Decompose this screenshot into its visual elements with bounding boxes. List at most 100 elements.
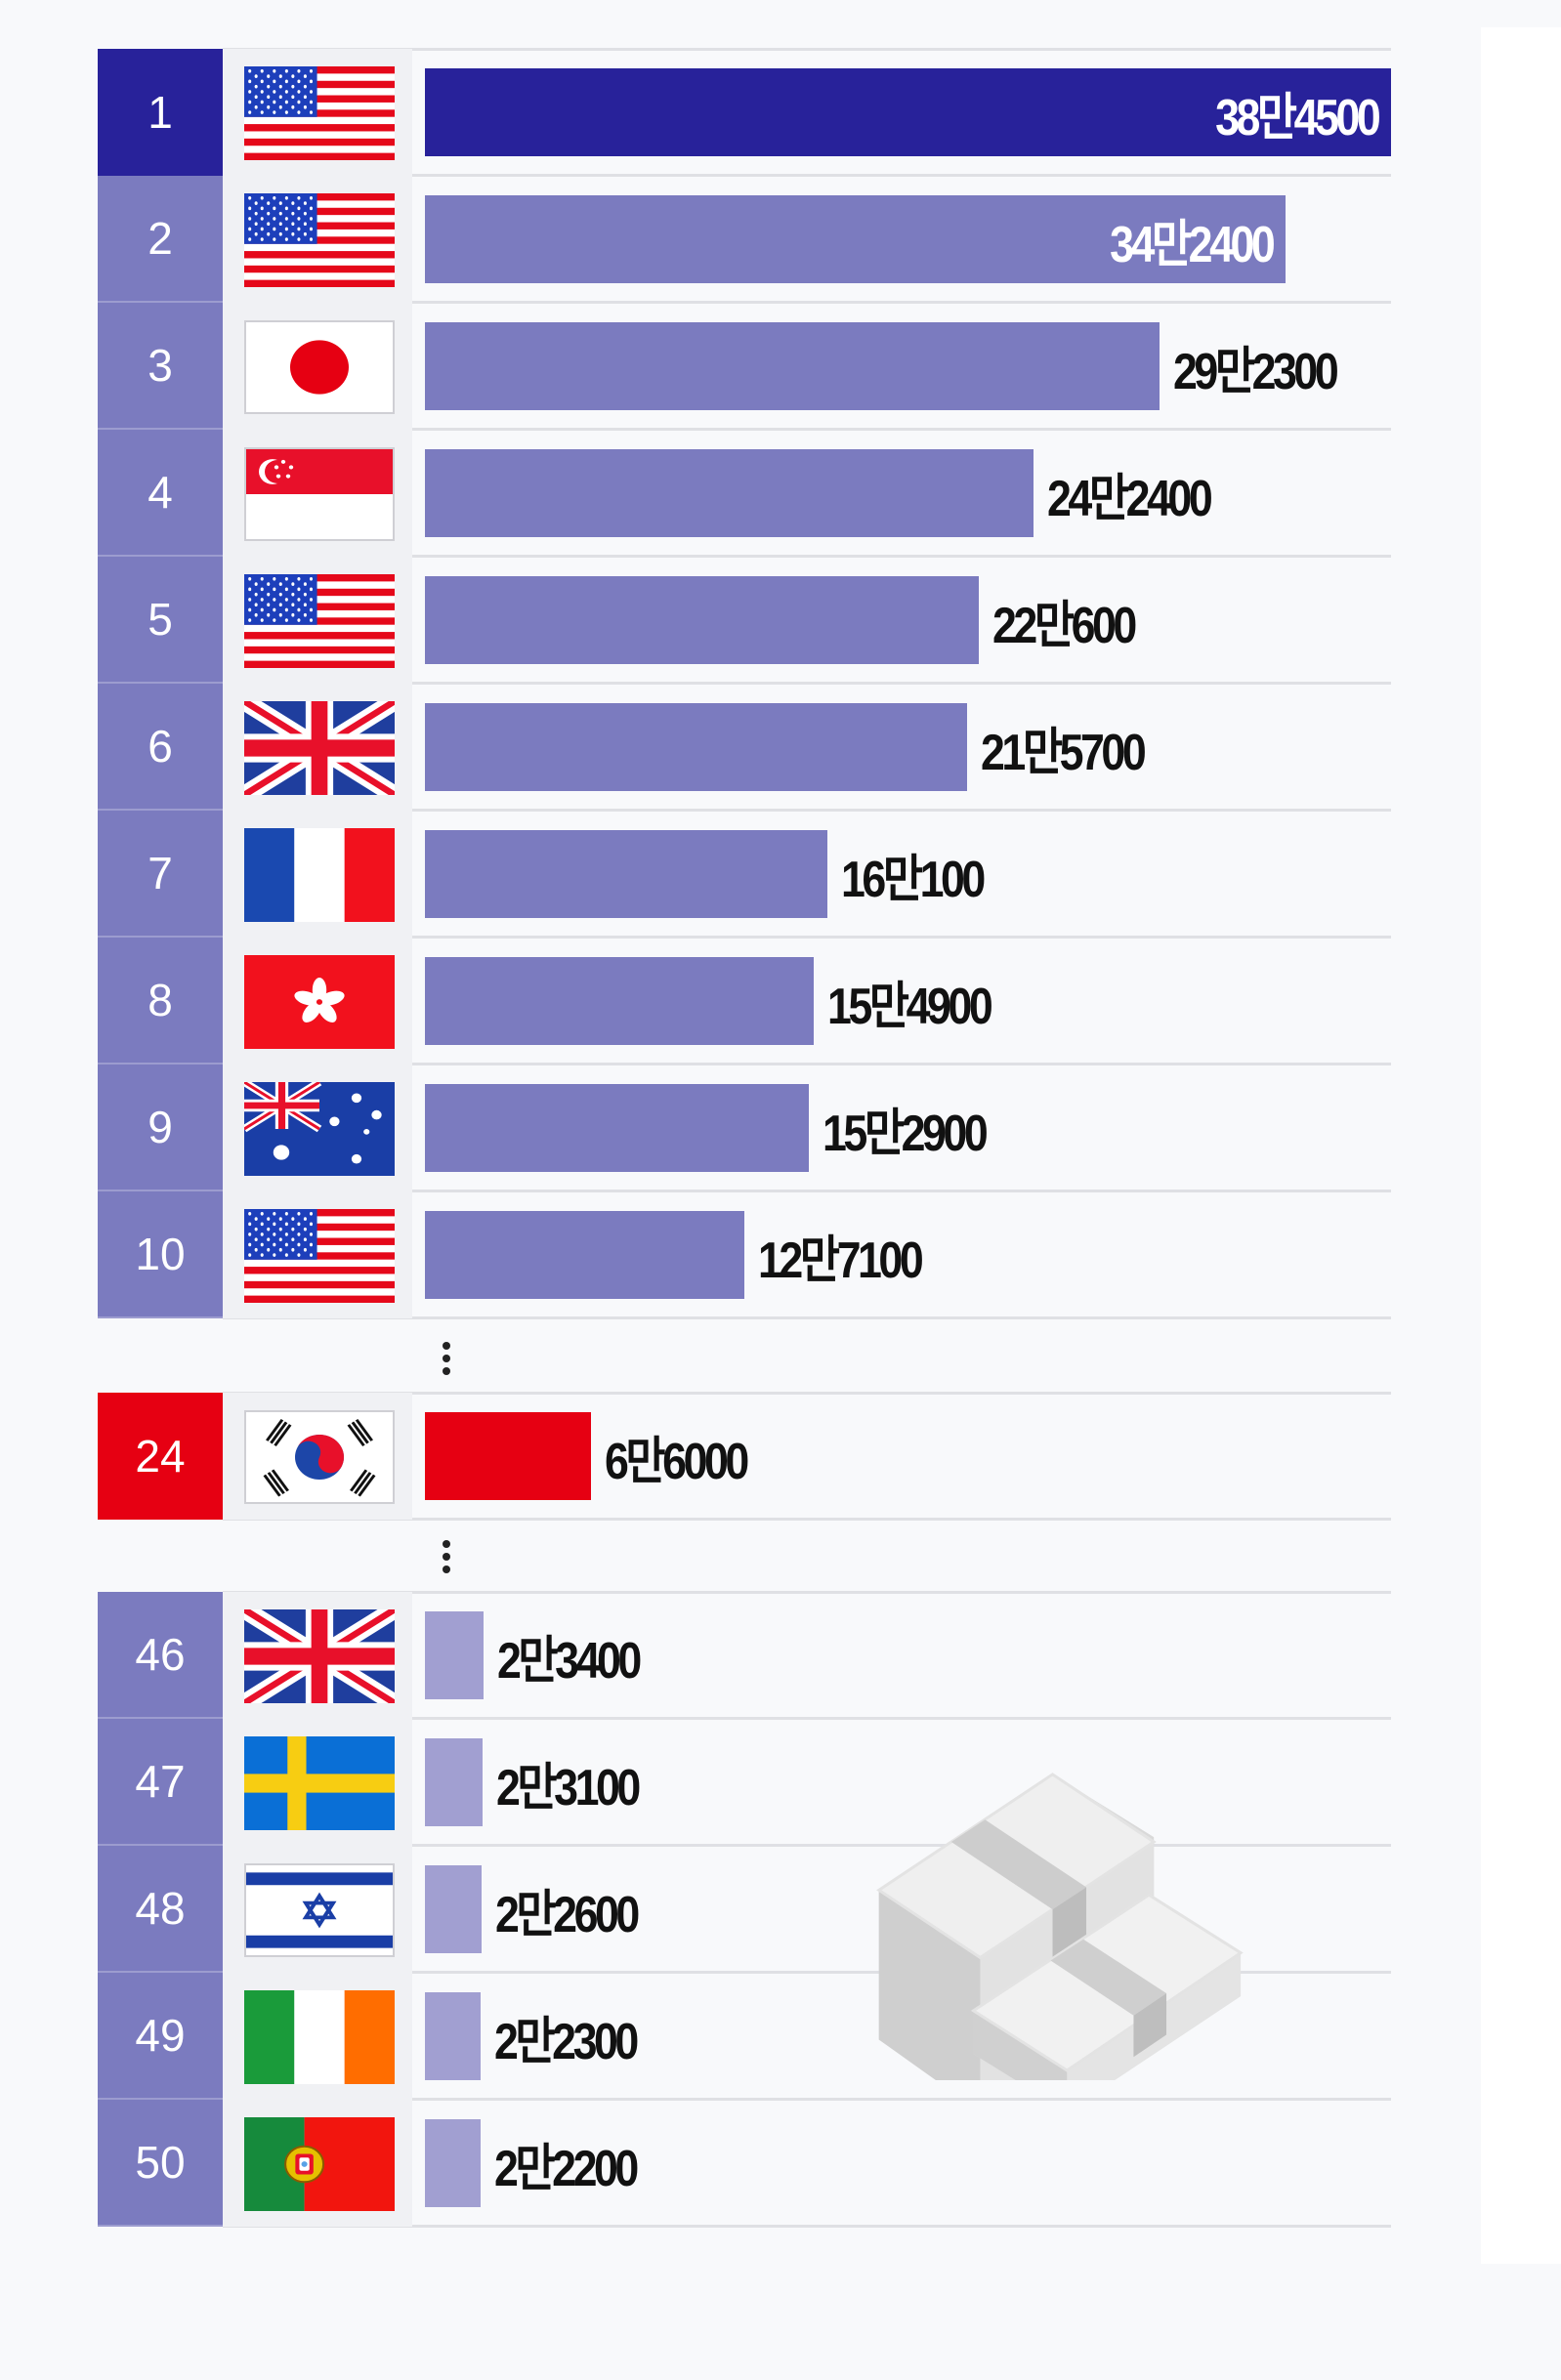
rank-badge: 50 <box>98 2100 223 2227</box>
value-label: 2만2600 <box>495 1886 640 1943</box>
value-bar <box>425 322 1160 410</box>
side-panel <box>1481 27 1561 2264</box>
row-divider <box>223 2098 1391 2101</box>
row-divider <box>223 555 1391 558</box>
chart-row: 24 6만6000 <box>98 1392 1391 1521</box>
flag-cell <box>223 1719 412 1846</box>
usa-flag-icon <box>244 574 395 668</box>
uk-flag-icon <box>244 701 395 795</box>
row-divider <box>223 174 1391 177</box>
row-divider <box>223 48 1391 51</box>
row-divider <box>223 682 1391 685</box>
flag-cell <box>223 1592 412 1719</box>
sweden-flag-icon <box>244 1736 395 1830</box>
rank-badge: 10 <box>98 1191 223 1318</box>
rank-badge: 48 <box>98 1846 223 1973</box>
money-stack-icon <box>876 1773 1244 2080</box>
chart-row: 49 2만2300 <box>98 1973 1391 2101</box>
ireland-flag-icon <box>244 1990 395 2084</box>
value-bar <box>425 195 1286 283</box>
usa-flag-icon <box>244 193 395 287</box>
value-label: 24만2400 <box>1047 470 1213 527</box>
flag-cell <box>223 1065 412 1191</box>
value-bar <box>425 2119 481 2207</box>
japan-flag-icon <box>244 320 395 414</box>
chart-row: 4 24만2400 <box>98 430 1391 558</box>
chart-row: 7 16만100 <box>98 811 1391 939</box>
chart-row: 48 2만2600 <box>98 1846 1391 1974</box>
value-label: 21만5700 <box>981 724 1147 781</box>
usa-flag-icon <box>244 1209 395 1303</box>
row-divider <box>223 809 1391 812</box>
flag-cell <box>223 303 412 430</box>
value-bar <box>425 1865 482 1953</box>
france-flag-icon <box>244 828 395 922</box>
value-bar <box>425 449 1034 537</box>
chart-row: 1 38만4500 <box>98 48 1391 177</box>
value-label: 6만6000 <box>605 1433 749 1490</box>
uk-flag-icon <box>244 1609 395 1703</box>
usa-flag-icon <box>244 66 395 160</box>
value-label: 22만600 <box>992 597 1137 654</box>
value-label: 2만3400 <box>497 1632 642 1690</box>
value-bar <box>425 957 814 1045</box>
flag-cell <box>223 684 412 811</box>
value-bar <box>425 703 967 791</box>
flag-cell <box>223 1393 412 1520</box>
value-label: 2만2200 <box>494 2140 639 2197</box>
value-label: 34만2400 <box>1109 216 1276 273</box>
portugal-flag-icon <box>244 2117 395 2211</box>
rank-badge: 24 <box>98 1393 223 1520</box>
row-divider <box>223 1518 1391 1521</box>
chart-row: 5 22만600 <box>98 557 1391 685</box>
row-divider <box>223 301 1391 304</box>
rank-badge: 3 <box>98 303 223 430</box>
vertical-ellipsis-icon <box>442 1540 451 1573</box>
row-divider <box>223 936 1391 939</box>
chart-row: 8 15만4900 <box>98 938 1391 1065</box>
value-bar <box>425 68 1391 156</box>
rank-badge: 2 <box>98 176 223 303</box>
rank-badge: 4 <box>98 430 223 557</box>
row-divider <box>223 1971 1391 1974</box>
chart-row: 3 29만2300 <box>98 303 1391 431</box>
hong-kong-flag-icon <box>244 955 395 1049</box>
value-bar <box>425 1738 483 1826</box>
rank-badge: 47 <box>98 1719 223 1846</box>
rank-badge: 5 <box>98 557 223 684</box>
value-bar <box>425 1412 591 1500</box>
singapore-flag-icon <box>244 447 395 541</box>
value-label: 15만4900 <box>827 978 993 1035</box>
israel-flag-icon <box>244 1863 395 1957</box>
rank-badge: 6 <box>98 684 223 811</box>
row-divider <box>223 1063 1391 1065</box>
row-divider <box>223 1392 1391 1395</box>
chart-row: 6 21만5700 <box>98 684 1391 812</box>
value-bar <box>425 1084 809 1172</box>
row-divider <box>223 2225 1391 2228</box>
flag-cell <box>223 557 412 684</box>
rank-badge: 9 <box>98 1065 223 1191</box>
row-divider <box>223 1190 1391 1192</box>
flag-cell <box>223 176 412 303</box>
value-label: 38만4500 <box>1214 89 1381 146</box>
rank-badge: 49 <box>98 1973 223 2100</box>
value-label: 16만100 <box>841 851 986 908</box>
rank-badge: 8 <box>98 938 223 1065</box>
value-label: 29만2300 <box>1173 343 1339 400</box>
australia-flag-icon <box>244 1082 395 1176</box>
value-label: 2만3100 <box>496 1759 641 1816</box>
rank-badge: 46 <box>98 1592 223 1719</box>
value-bar <box>425 1211 744 1299</box>
chart-row: 46 2만3400 <box>98 1591 1391 1720</box>
flag-cell <box>223 938 412 1065</box>
flag-cell <box>223 1191 412 1318</box>
row-divider <box>223 428 1391 431</box>
row-divider <box>223 1316 1391 1319</box>
chart-row: 9 15만2900 <box>98 1065 1391 1192</box>
chart-row: 50 2만2200 <box>98 2100 1391 2228</box>
chart-row: 47 2만3100 <box>98 1719 1391 1847</box>
south-korea-flag-icon <box>244 1410 395 1504</box>
rank-badge: 7 <box>98 811 223 938</box>
